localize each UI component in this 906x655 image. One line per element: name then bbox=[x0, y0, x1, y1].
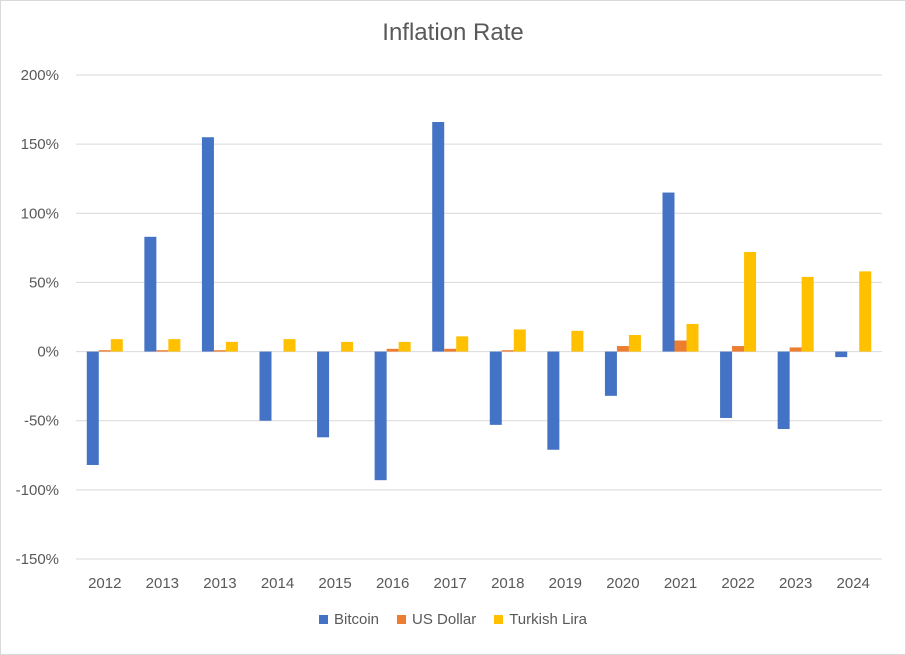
bar-bitcoin bbox=[432, 122, 445, 352]
bar-us-dollar bbox=[501, 350, 514, 352]
bar-us-dollar bbox=[98, 350, 111, 352]
bar-us-dollar bbox=[789, 347, 802, 352]
legend-swatch bbox=[318, 615, 328, 624]
bar-bitcoin bbox=[259, 351, 272, 421]
bar-us-dollar bbox=[213, 350, 226, 352]
x-tick-label: 2013 bbox=[146, 575, 179, 592]
bar-turkish-lira bbox=[341, 341, 354, 352]
x-tick-label: 2019 bbox=[549, 575, 582, 592]
bar-bitcoin bbox=[489, 351, 502, 425]
bar-turkish-lira bbox=[456, 336, 469, 352]
y-tick-label: -100% bbox=[16, 482, 59, 499]
x-tick-label: 2017 bbox=[434, 575, 467, 592]
bar-turkish-lira bbox=[283, 339, 296, 352]
x-tick-label: 2015 bbox=[318, 575, 351, 592]
x-tick-label: 2018 bbox=[491, 575, 524, 592]
legend-label: Turkish Lira bbox=[509, 611, 588, 628]
bar-bitcoin bbox=[604, 351, 617, 396]
y-tick-label: -150% bbox=[16, 551, 59, 568]
bar-us-dollar bbox=[732, 346, 745, 352]
bar-turkish-lira bbox=[686, 323, 699, 352]
legend-label: Bitcoin bbox=[333, 611, 380, 628]
legend-item: US Dollar bbox=[397, 611, 476, 628]
bar-bitcoin bbox=[374, 351, 387, 481]
x-tick-label: 2023 bbox=[779, 575, 812, 592]
y-tick-label: 150% bbox=[21, 136, 59, 153]
x-tick-label: 2013 bbox=[203, 575, 236, 592]
x-tick-label: 2012 bbox=[88, 575, 121, 592]
bar-us-dollar bbox=[674, 340, 687, 352]
y-tick-label: 100% bbox=[21, 205, 59, 222]
x-tick-label: 2022 bbox=[721, 575, 754, 592]
bar-bitcoin bbox=[144, 236, 157, 352]
legend-item: Turkish Lira bbox=[494, 611, 587, 628]
bar-bitcoin bbox=[662, 192, 675, 352]
x-tick-label: 2020 bbox=[606, 575, 639, 592]
legend-item: Bitcoin bbox=[318, 611, 380, 628]
bar-turkish-lira bbox=[168, 339, 181, 352]
x-tick-label: 2014 bbox=[261, 575, 294, 592]
legend-swatch bbox=[397, 615, 407, 624]
bar-turkish-lira bbox=[225, 341, 238, 352]
bar-turkish-lira bbox=[801, 276, 814, 352]
bar-turkish-lira bbox=[859, 271, 872, 352]
bar-turkish-lira bbox=[744, 252, 757, 352]
y-tick-label: 200% bbox=[21, 67, 59, 84]
bar-bitcoin bbox=[547, 351, 560, 450]
bar-us-dollar bbox=[156, 350, 169, 352]
bar-bitcoin bbox=[720, 351, 733, 418]
legend-label: US Dollar bbox=[412, 611, 477, 628]
bar-bitcoin bbox=[835, 351, 848, 358]
x-tick-label: 2016 bbox=[376, 575, 409, 592]
bar-turkish-lira bbox=[628, 334, 641, 352]
bar-turkish-lira bbox=[110, 339, 123, 352]
chart-title: Inflation Rate bbox=[382, 19, 524, 46]
bar-turkish-lira bbox=[513, 329, 526, 352]
bar-turkish-lira bbox=[398, 341, 411, 352]
x-tick-label: 2024 bbox=[837, 575, 870, 592]
bar-bitcoin bbox=[317, 351, 330, 438]
y-tick-label: 50% bbox=[29, 274, 59, 291]
bar-bitcoin bbox=[86, 351, 99, 465]
y-tick-label: 0% bbox=[37, 344, 59, 361]
x-tick-label: 2021 bbox=[664, 575, 697, 592]
chart-legend: Bitcoin US Dollar Turkish Lira bbox=[1, 611, 905, 628]
y-tick-label: -50% bbox=[24, 413, 59, 430]
bar-us-dollar bbox=[616, 346, 629, 352]
bar-us-dollar bbox=[386, 348, 399, 352]
legend-swatch bbox=[494, 615, 504, 624]
bar-us-dollar bbox=[444, 348, 457, 352]
bar-turkish-lira bbox=[571, 330, 584, 352]
bar-bitcoin bbox=[201, 137, 214, 352]
bar-bitcoin bbox=[777, 351, 790, 430]
